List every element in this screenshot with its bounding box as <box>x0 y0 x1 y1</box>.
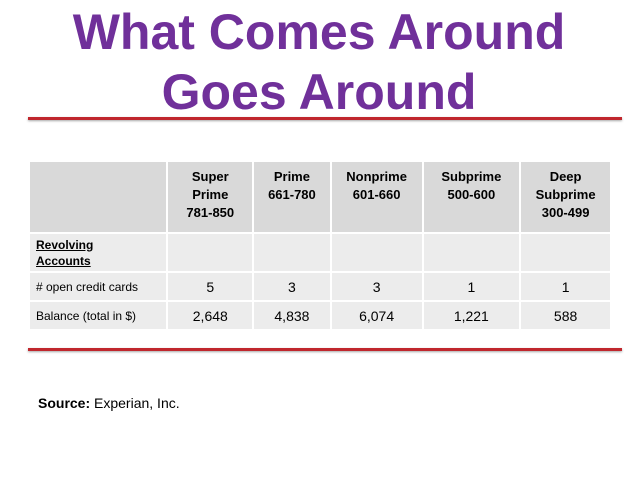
data-table: Super Prime 781-850 Prime 661-780 Nonprime 601… <box>27 160 612 331</box>
header-line: 781-850 <box>186 205 235 220</box>
cell: 6,074 <box>329 300 424 331</box>
cell <box>329 232 424 273</box>
cell: 1 <box>421 271 522 302</box>
cell: 3 <box>329 271 424 302</box>
title-line: What Comes Around <box>72 4 566 60</box>
header-cell: Super Prime 781-850 <box>166 160 255 234</box>
header-cell: Nonprime 601-660 <box>329 160 424 234</box>
cell <box>421 232 522 273</box>
header-line: 500-600 <box>447 187 496 202</box>
title: What Comes Around Goes Around <box>0 2 638 122</box>
cell: 1 <box>519 271 612 302</box>
source: Source: Experian, Inc. <box>38 395 180 411</box>
header-line: Subprime <box>441 169 502 184</box>
cell: 4,838 <box>252 300 332 331</box>
cell: 1,221 <box>421 300 522 331</box>
source-text: Experian, Inc. <box>94 395 180 411</box>
cell: 3 <box>252 271 332 302</box>
divider <box>28 348 622 351</box>
header-line: Prime <box>192 187 229 202</box>
header-line: Deep <box>549 169 582 184</box>
header-line: Prime <box>273 169 310 184</box>
header-cell: Subprime 500-600 <box>421 160 522 234</box>
section-cell: Revolving Accounts <box>27 232 169 273</box>
cell: 2,648 <box>166 300 255 331</box>
cell <box>519 232 612 273</box>
header-cell: Deep Subprime 300-499 <box>519 160 612 234</box>
row-label: Balance (total in $) <box>27 300 169 331</box>
section-label: Revolving Accounts <box>36 237 94 268</box>
header-cell: Prime 661-780 <box>252 160 332 234</box>
header-line: 300-499 <box>541 205 590 220</box>
data-row: # open credit cards 5 3 3 1 1 <box>27 271 612 302</box>
header-line: Super <box>191 169 229 184</box>
cell: 588 <box>519 300 612 331</box>
cell <box>166 232 255 273</box>
header-line: Nonprime <box>346 169 407 184</box>
table-body: Super Prime 781-850 Prime 661-780 Nonprime 601… <box>27 160 612 331</box>
section-row: Revolving Accounts <box>27 232 612 273</box>
cell <box>252 232 332 273</box>
cell: 5 <box>166 271 255 302</box>
title-line: Goes Around <box>161 64 477 120</box>
divider <box>28 117 622 120</box>
source-label: Source: <box>38 395 91 411</box>
header-cell <box>27 160 169 234</box>
header-line: 661-780 <box>268 187 316 202</box>
header-line: 601-660 <box>352 187 401 202</box>
row-label: # open credit cards <box>27 271 169 302</box>
data-row: Balance (total in $) 2,648 4,838 6,074 1,221… <box>27 300 612 331</box>
header-line: Subprime <box>535 187 596 202</box>
header-row: Super Prime 781-850 Prime 661-780 Nonprime 601… <box>27 160 612 234</box>
